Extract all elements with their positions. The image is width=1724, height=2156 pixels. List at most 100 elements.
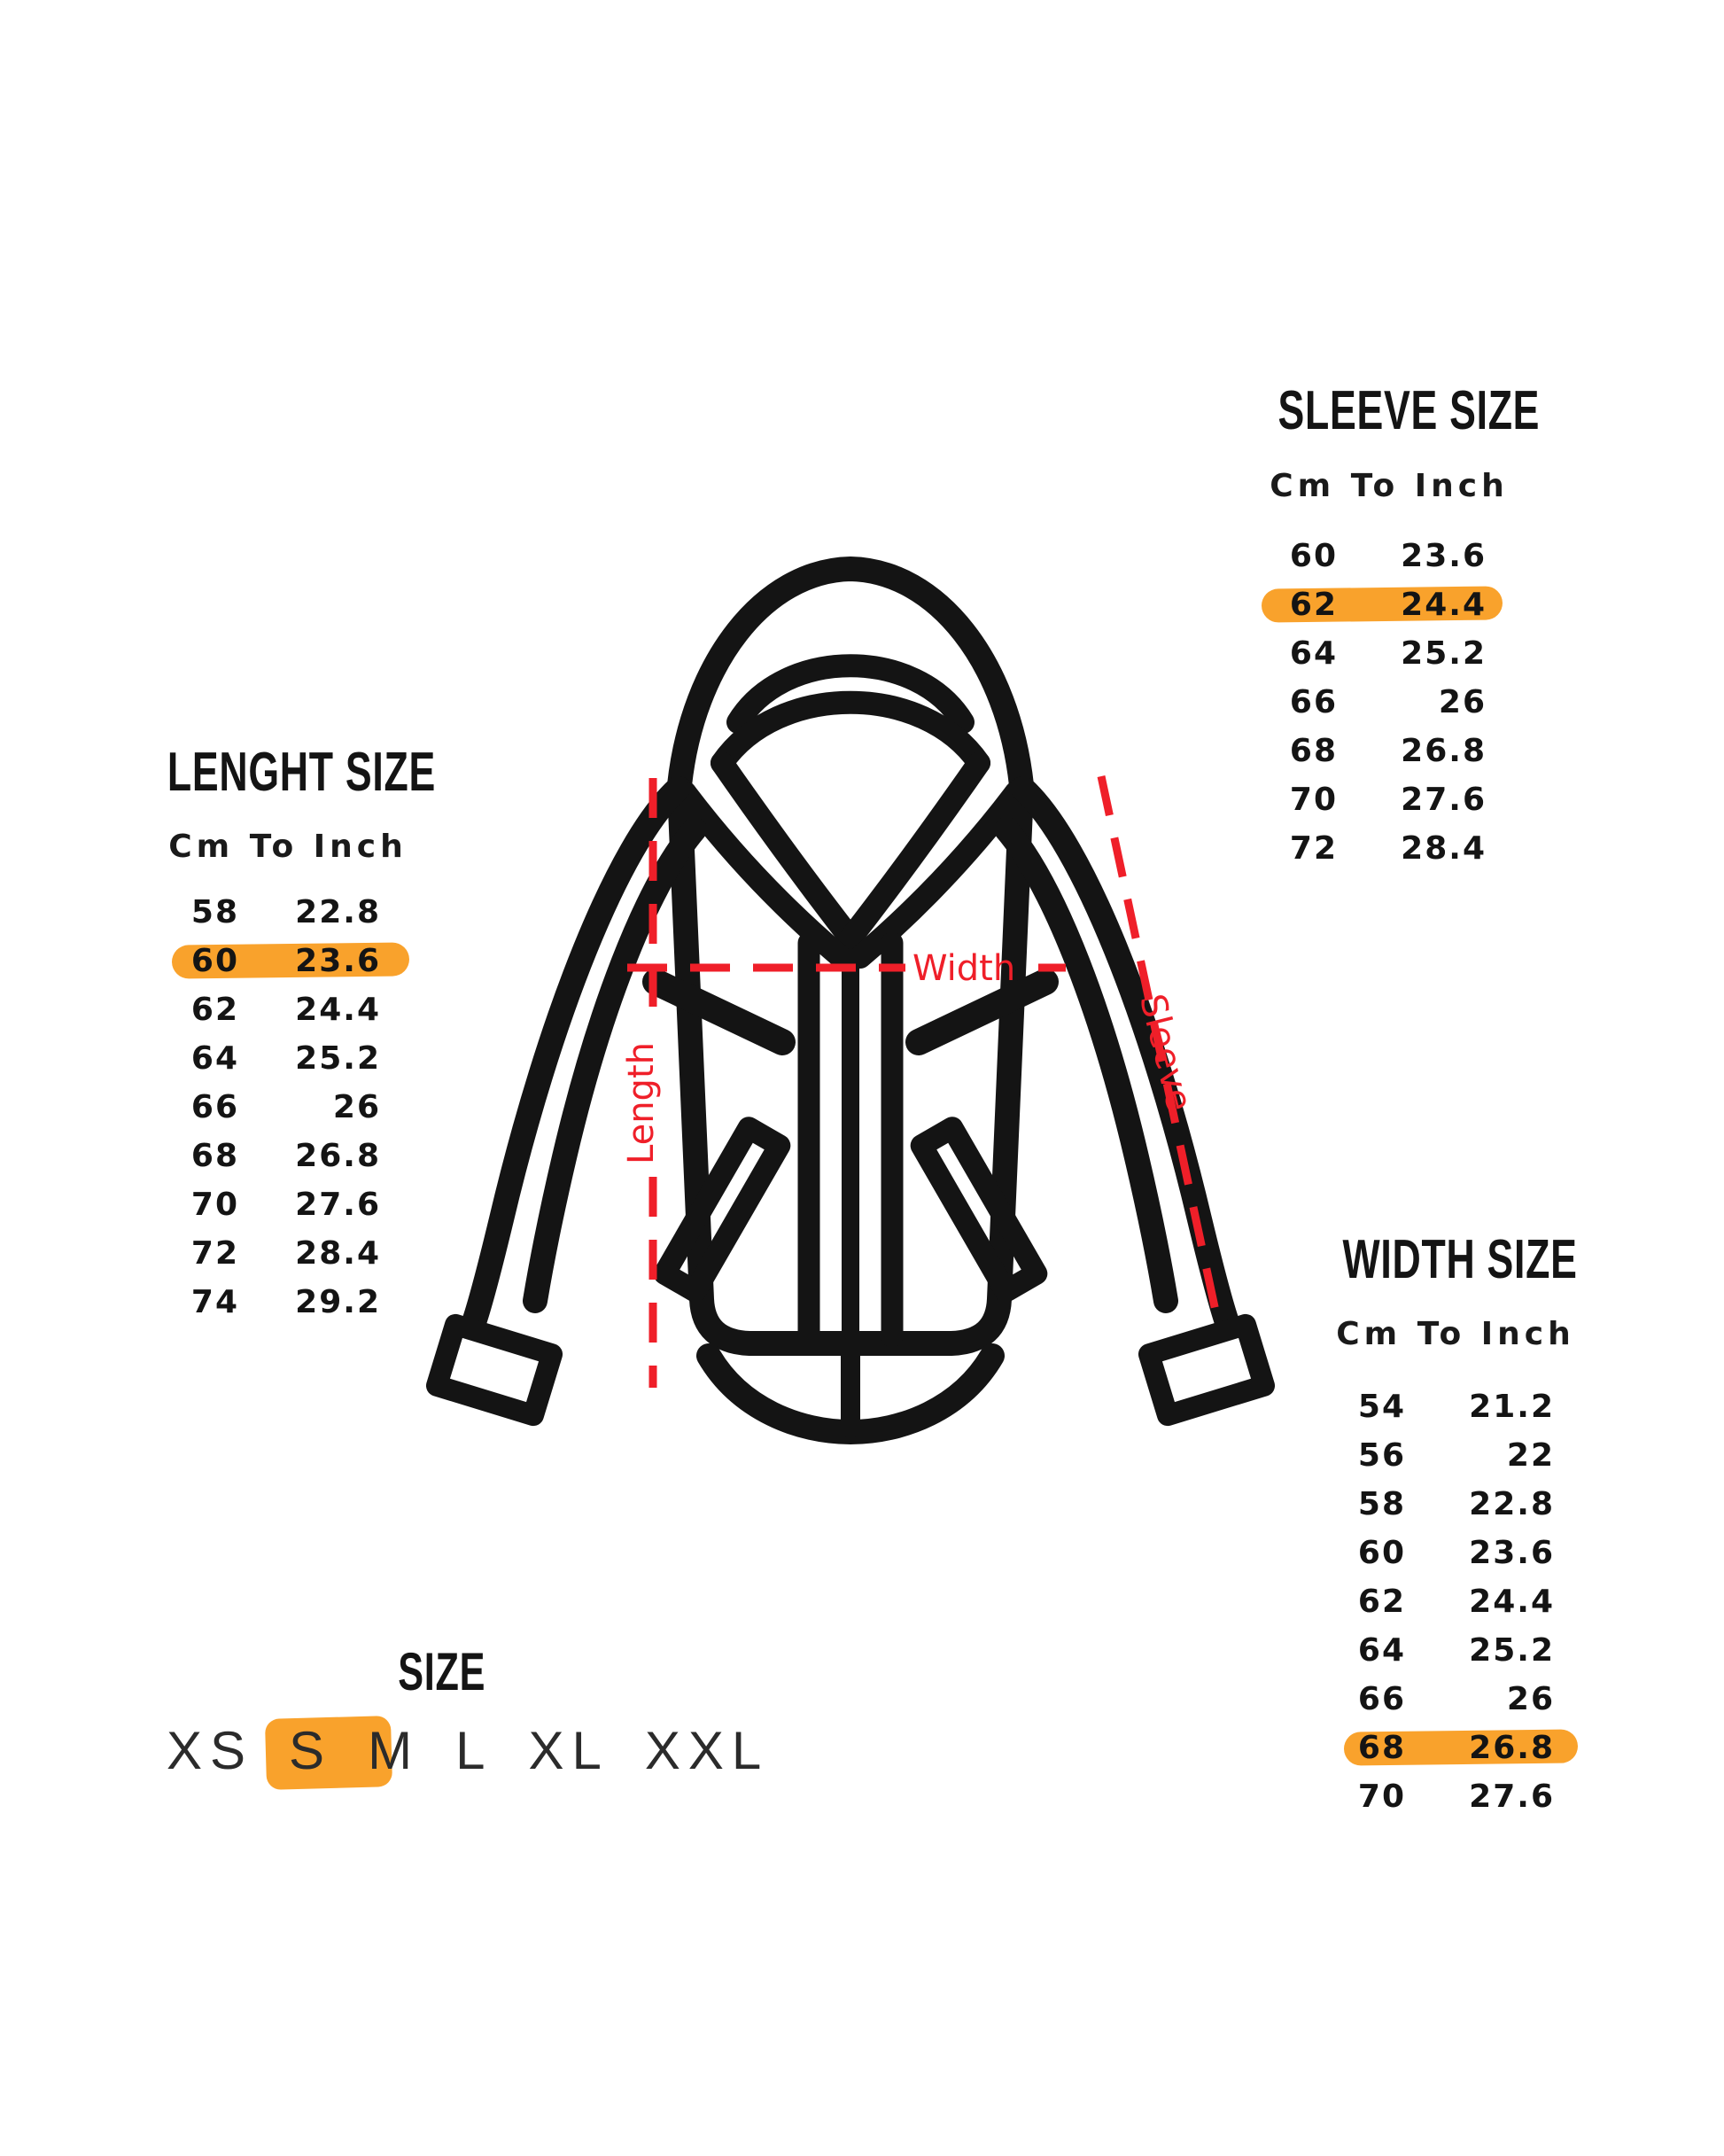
cm-value: 64	[190, 1040, 239, 1077]
table-row: 62 24.4	[168, 985, 390, 1034]
size-title: SIZE	[269, 1645, 615, 1700]
inch-value: 26	[1438, 684, 1487, 720]
inch-value: 26.8	[1401, 733, 1487, 769]
table-row: 60 23.6	[1269, 532, 1490, 580]
cm-value: 66	[1289, 684, 1338, 720]
table-row-highlighted: 60 23.6	[168, 937, 410, 985]
inch-value: 26.8	[295, 1138, 381, 1174]
jacket-illustration: Width Length Sleeve	[425, 557, 1276, 1444]
table-row: 72 28.4	[168, 1229, 390, 1278]
width-size-title-text: WIDTH SIZE	[1342, 1229, 1578, 1290]
table-row: 54 21.2	[1333, 1382, 1562, 1431]
cm-value: 58	[190, 894, 239, 930]
sleeve-table-header: Cm To Inch	[1270, 468, 1509, 504]
inch-value: 24.4	[295, 992, 381, 1028]
table-row: 64 25.2	[168, 1034, 390, 1083]
inch-value: 23.6	[295, 943, 381, 979]
cm-value: 68	[1289, 733, 1338, 769]
table-row: 68 26.8	[168, 1132, 390, 1180]
cm-value: 60	[1357, 1535, 1406, 1571]
cm-value: 54	[1357, 1389, 1406, 1425]
cm-value: 56	[1357, 1437, 1406, 1474]
inch-value: 22.8	[1469, 1486, 1555, 1522]
size-option-xxl: XXL	[644, 1721, 770, 1780]
cm-value: 64	[1357, 1632, 1406, 1669]
size-options-row: XS S M L XL XXL	[167, 1716, 770, 1790]
table-row: 62 24.4	[1333, 1577, 1562, 1626]
cm-value: 72	[190, 1235, 239, 1272]
size-option-s: S	[289, 1721, 333, 1780]
inch-value: 27.6	[1469, 1779, 1555, 1815]
inch-value: 27.6	[295, 1187, 381, 1223]
cm-value: 74	[190, 1284, 239, 1320]
length-table-header: Cm To Inch	[168, 829, 408, 865]
table-row: 74 29.2	[168, 1278, 390, 1327]
size-title-text: SIZE	[398, 1642, 486, 1701]
cm-value: 68	[190, 1138, 239, 1174]
width-size-table: 54 21.2 56 22 58 22.8 60 23.6 62 24.4 64 25.2 …	[1333, 1382, 1579, 1821]
inch-value: 27.6	[1401, 782, 1487, 818]
cm-value: 62	[190, 992, 239, 1028]
table-row: 70 27.6	[1269, 775, 1490, 824]
table-row: 64 25.2	[1269, 629, 1490, 678]
jacket-outline	[425, 557, 1276, 1444]
inch-value: 26	[1506, 1681, 1555, 1717]
size-option-m: M	[368, 1721, 421, 1780]
sleeve-size-table: 60 23.6 62 24.4 64 25.2 66 26 68 26.8 70 27.6 …	[1261, 532, 1503, 873]
table-row-highlighted: 62 24.4	[1261, 580, 1503, 629]
width-size-title: WIDTH SIZE	[1287, 1232, 1633, 1288]
sleeve-size-title-text: SLEEVE SIZE	[1277, 380, 1541, 441]
inch-value: 28.4	[1401, 830, 1487, 867]
table-row-highlighted: 68 26.8	[1333, 1724, 1579, 1772]
sleeve-line	[1097, 775, 1223, 1328]
table-row: 58 22.8	[1333, 1480, 1562, 1529]
length-size-table: 58 22.8 60 23.6 62 24.4 64 25.2 66 26 68 26.8 …	[168, 888, 410, 1327]
cm-value: 62	[1357, 1584, 1406, 1620]
inch-value: 26.8	[1469, 1730, 1555, 1766]
inch-value: 22.8	[295, 894, 381, 930]
length-label: Length	[621, 1042, 662, 1164]
size-option-xl: XL	[528, 1721, 610, 1780]
size-option-l: L	[455, 1721, 493, 1780]
cm-value: 66	[190, 1089, 239, 1125]
table-row: 72 28.4	[1269, 824, 1490, 873]
width-table-header: Cm To Inch	[1336, 1316, 1575, 1352]
inch-value: 26	[332, 1089, 381, 1125]
measurement-labels: Width Length Sleeve	[621, 948, 1200, 1164]
table-row: 70 27.6	[168, 1180, 390, 1229]
table-row: 58 22.8	[168, 888, 390, 937]
inch-value: 25.2	[295, 1040, 381, 1077]
inch-value: 25.2	[1401, 635, 1487, 672]
cm-value: 58	[1357, 1486, 1406, 1522]
inch-value: 23.6	[1469, 1535, 1555, 1571]
cm-value: 60	[190, 943, 239, 979]
inch-value: 28.4	[295, 1235, 381, 1272]
inch-value: 23.6	[1401, 538, 1487, 574]
cm-value: 70	[190, 1187, 239, 1223]
length-size-title-text: LENGHT SIZE	[167, 742, 436, 803]
cm-value: 62	[1289, 587, 1338, 623]
cm-value: 70	[1289, 782, 1338, 818]
table-row: 68 26.8	[1269, 727, 1490, 775]
cm-value: 72	[1289, 830, 1338, 867]
inch-value: 24.4	[1469, 1584, 1555, 1620]
inch-value: 22	[1506, 1437, 1555, 1474]
table-row: 64 25.2	[1333, 1626, 1562, 1675]
cm-value: 60	[1289, 538, 1338, 574]
sleeve-size-title: SLEEVE SIZE	[1227, 383, 1573, 440]
cm-value: 70	[1357, 1779, 1406, 1815]
table-row: 66 26	[1269, 678, 1490, 727]
inch-value: 29.2	[295, 1284, 381, 1320]
length-size-title: LENGHT SIZE	[115, 744, 461, 801]
table-row: 66 26	[168, 1083, 390, 1132]
cm-value: 68	[1357, 1730, 1406, 1766]
inch-value: 25.2	[1469, 1632, 1555, 1669]
inch-value: 24.4	[1401, 587, 1487, 623]
table-row: 66 26	[1333, 1675, 1562, 1724]
table-row: 60 23.6	[1333, 1529, 1562, 1577]
cm-value: 66	[1357, 1681, 1406, 1717]
table-row: 70 27.6	[1333, 1772, 1562, 1821]
inch-value: 21.2	[1469, 1389, 1555, 1425]
jacket-diagram: Width Length Sleeve	[416, 557, 1285, 1474]
measurement-lines	[627, 775, 1223, 1388]
